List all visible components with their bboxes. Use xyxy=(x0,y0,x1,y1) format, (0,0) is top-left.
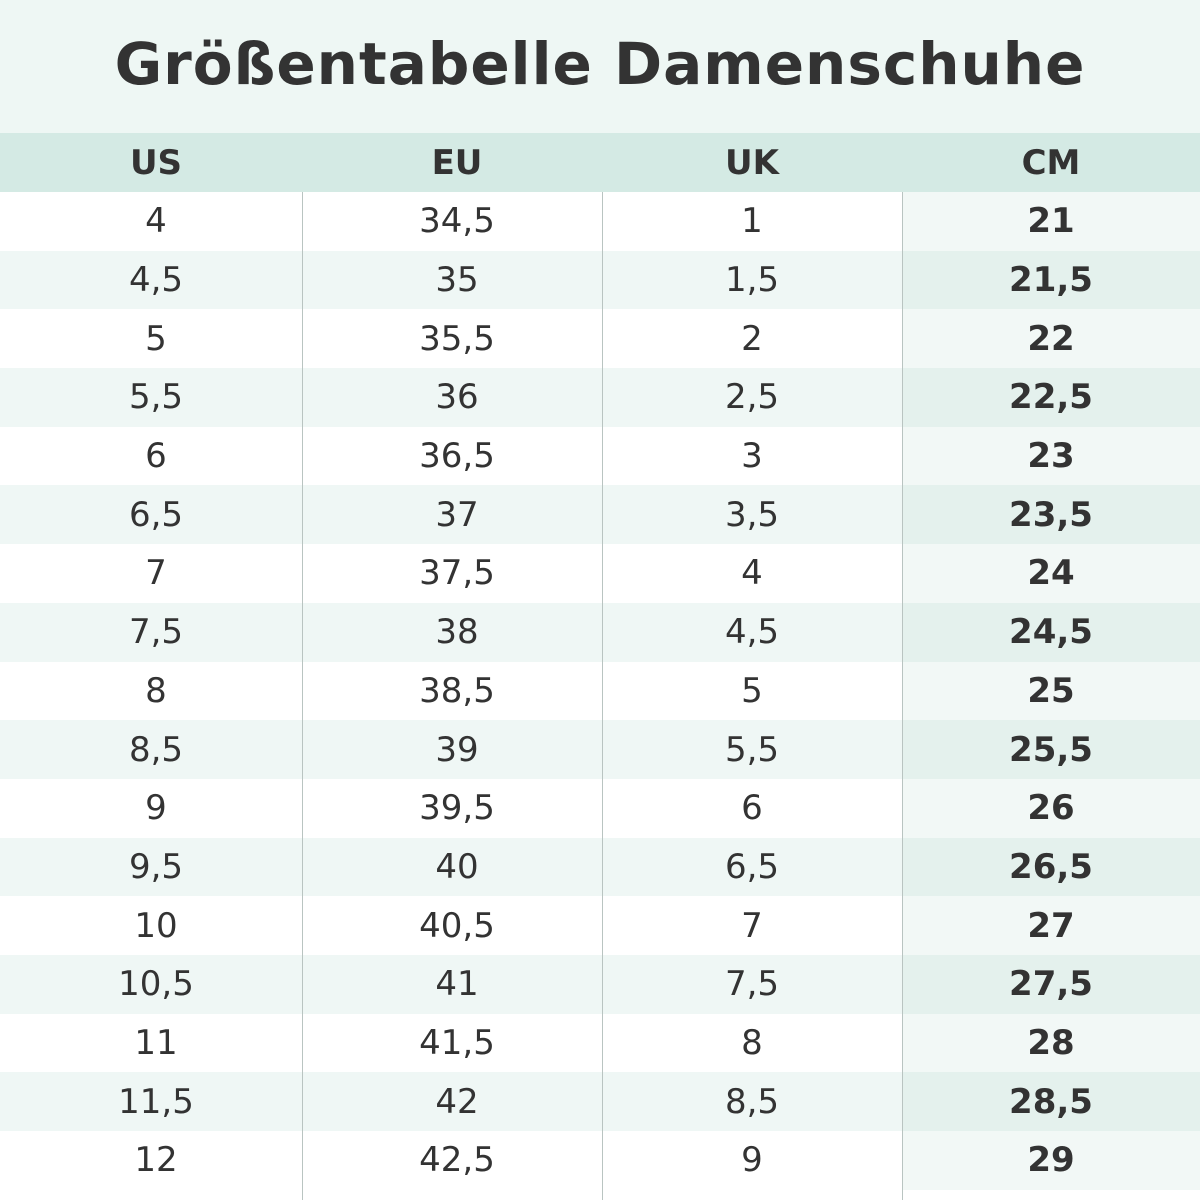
cell-eu: 39,5 xyxy=(419,788,495,829)
cell-uk: 2 xyxy=(741,318,763,359)
column-header-cm: CM xyxy=(1021,142,1081,183)
cell-uk: 2,5 xyxy=(724,377,780,418)
cell-us: 11,5 xyxy=(118,1081,194,1122)
cell-uk: 8 xyxy=(741,1022,763,1063)
table-row: 11 41,5 8 28 xyxy=(0,1013,1200,1073)
cell-eu: 40 xyxy=(435,846,479,887)
cell-us: 5 xyxy=(145,318,167,359)
cell-us: 7,5 xyxy=(128,612,184,653)
cell-uk: 4 xyxy=(741,553,763,594)
cell-uk: 3,5 xyxy=(724,494,780,535)
cell-eu: 41 xyxy=(435,964,479,1005)
cell-uk: 5 xyxy=(741,670,763,711)
cell-us: 12 xyxy=(134,1140,178,1181)
cell-uk: 9 xyxy=(741,1140,763,1181)
table-row: 10 40,5 7 27 xyxy=(0,896,1200,955)
column-divider xyxy=(602,192,603,1200)
table-row: 6,5 37 3,5 23,5 xyxy=(0,485,1200,545)
cell-uk: 7 xyxy=(741,905,763,946)
table-row: 4,5 35 1,5 21,5 xyxy=(0,250,1200,310)
cell-us: 6 xyxy=(145,436,167,477)
cell-cm: 23 xyxy=(902,426,1200,486)
cell-us: 5,5 xyxy=(128,377,184,418)
title-bar: Größentabelle Damenschuhe xyxy=(0,0,1200,133)
table-row: 7 37,5 4 24 xyxy=(0,544,1200,603)
cell-us: 11 xyxy=(134,1022,178,1063)
cell-cm: 23,5 xyxy=(902,485,1200,545)
cell-us: 9,5 xyxy=(128,846,184,887)
cell-uk: 6,5 xyxy=(724,846,780,887)
cell-uk: 8,5 xyxy=(724,1081,780,1122)
cell-cm: 24 xyxy=(902,544,1200,603)
table-row: 8 38,5 5 25 xyxy=(0,661,1200,721)
cell-eu: 34,5 xyxy=(419,201,495,242)
cell-eu: 40,5 xyxy=(419,905,495,946)
table-row: 10,5 41 7,5 27,5 xyxy=(0,954,1200,1014)
cell-eu: 35 xyxy=(435,260,479,301)
cell-eu: 37,5 xyxy=(419,553,495,594)
cell-us: 6,5 xyxy=(128,494,184,535)
page-title: Größentabelle Damenschuhe xyxy=(114,29,1086,98)
table-row: 12 42,5 9 29 xyxy=(0,1131,1200,1190)
cell-uk: 3 xyxy=(741,436,763,477)
cell-eu: 41,5 xyxy=(419,1022,495,1063)
table-row: 8,5 39 5,5 25,5 xyxy=(0,720,1200,779)
cell-cm: 26 xyxy=(902,778,1200,838)
cell-cm: 28 xyxy=(902,1013,1200,1073)
cell-eu: 38,5 xyxy=(419,670,495,711)
cell-eu: 36,5 xyxy=(419,436,495,477)
cell-eu: 36 xyxy=(435,377,479,418)
cell-cm: 24,5 xyxy=(902,602,1200,662)
table-row: 11,5 42 8,5 28,5 xyxy=(0,1072,1200,1131)
cell-us: 8,5 xyxy=(128,729,184,770)
cell-uk: 7,5 xyxy=(724,964,780,1005)
column-header-eu: EU xyxy=(431,142,483,183)
cell-cm: 29 xyxy=(902,1131,1200,1190)
cell-us: 7 xyxy=(145,553,167,594)
table-row: 7,5 38 4,5 24,5 xyxy=(0,602,1200,662)
column-header-us: US xyxy=(129,142,183,183)
cell-cm: 28,5 xyxy=(902,1072,1200,1131)
table-row: 5 35,5 2 22 xyxy=(0,309,1200,369)
cell-eu: 37 xyxy=(435,494,479,535)
column-divider xyxy=(902,192,903,1200)
cell-cm: 27,5 xyxy=(902,954,1200,1014)
cell-cm: 22,5 xyxy=(902,368,1200,427)
cell-cm: 25 xyxy=(902,661,1200,721)
cell-us: 4 xyxy=(145,201,167,242)
table-row: 6 36,5 3 23 xyxy=(0,426,1200,486)
table-row: 9,5 40 6,5 26,5 xyxy=(0,837,1200,897)
cell-uk: 5,5 xyxy=(724,729,780,770)
cell-eu: 38 xyxy=(435,612,479,653)
cell-uk: 4,5 xyxy=(724,612,780,653)
cell-eu: 39 xyxy=(435,729,479,770)
cell-us: 4,5 xyxy=(128,260,184,301)
cell-us: 8 xyxy=(145,670,167,711)
cell-uk: 1 xyxy=(741,201,763,242)
cell-us: 10 xyxy=(134,905,178,946)
cell-us: 10,5 xyxy=(118,964,194,1005)
column-divider xyxy=(302,192,303,1200)
cell-cm: 26,5 xyxy=(902,837,1200,897)
table-header: US EU UK CM xyxy=(0,133,1200,192)
cell-uk: 1,5 xyxy=(724,260,780,301)
cell-uk: 6 xyxy=(741,788,763,829)
table-row: 9 39,5 6 26 xyxy=(0,778,1200,838)
cell-eu: 42 xyxy=(435,1081,479,1122)
cell-eu: 42,5 xyxy=(419,1140,495,1181)
cell-cm: 25,5 xyxy=(902,720,1200,779)
cell-eu: 35,5 xyxy=(419,318,495,359)
table-row: 4 34,5 1 21 xyxy=(0,192,1200,251)
table-row: 5,5 36 2,5 22,5 xyxy=(0,368,1200,427)
cell-cm: 27 xyxy=(902,896,1200,955)
cell-cm: 21 xyxy=(902,192,1200,251)
cell-cm: 21,5 xyxy=(902,250,1200,310)
table-body: 4 34,5 1 21 4,5 35 1,5 21,5 5 35,5 2 22 5,5 36 2,5 22,5… xyxy=(0,192,1200,1200)
column-header-uk: UK xyxy=(725,142,779,183)
cell-cm: 22 xyxy=(902,309,1200,369)
cell-us: 9 xyxy=(145,788,167,829)
